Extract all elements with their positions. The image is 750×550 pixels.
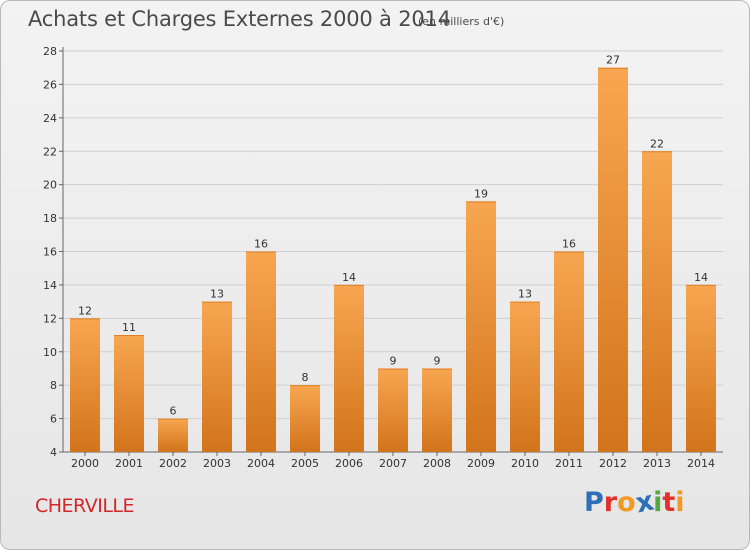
x-tick-label: 2002	[159, 457, 187, 470]
logo-letter: r	[603, 487, 618, 518]
unit-note: (en milliers d'€)	[418, 15, 505, 28]
x-tick-label: 2014	[687, 457, 715, 470]
labels: 4 6 8 10 12 14 16 18 20 22 24 26 28 12 2000 11 2001 6 2002…	[43, 45, 715, 470]
y-tick-label: 12	[43, 312, 57, 325]
x-tick-label: 2009	[467, 457, 495, 470]
x-tick-label: 2012	[599, 457, 627, 470]
y-tick-label: 22	[43, 145, 57, 158]
x-tick-label: 2006	[335, 457, 363, 470]
bar-value-label: 9	[390, 354, 397, 367]
bar-value-label: 16	[562, 238, 576, 251]
x-tick-label: 2013	[643, 457, 671, 470]
bar-value-label: 27	[606, 54, 620, 67]
proxiti-logo[interactable]: Proxiti	[584, 486, 685, 520]
bar	[158, 418, 188, 452]
bar	[290, 385, 320, 452]
y-tick-label: 10	[43, 346, 57, 359]
bar-value-label: 9	[434, 354, 441, 367]
bar-value-label: 14	[694, 271, 708, 284]
bar-value-label: 8	[302, 371, 309, 384]
bar-value-label: 16	[254, 238, 268, 251]
chart-title: Achats et Charges Externes 2000 à 2014	[28, 7, 451, 31]
bar	[334, 284, 364, 452]
bar	[202, 301, 232, 452]
bar-value-label: 6	[170, 405, 177, 418]
bars	[70, 67, 716, 452]
y-tick-label: 8	[50, 379, 57, 392]
x-tick-label: 2008	[423, 457, 451, 470]
bar	[466, 201, 496, 452]
bar	[378, 368, 408, 452]
logo-letter: o	[617, 487, 636, 518]
y-tick-label: 18	[43, 212, 57, 225]
bar	[686, 284, 716, 452]
x-tick-label: 2004	[247, 457, 275, 470]
logo-letter: P	[584, 487, 604, 518]
bar-value-label: 22	[650, 137, 664, 150]
bar-value-label: 13	[210, 288, 224, 301]
x-tick-label: 2000	[71, 457, 99, 470]
y-tick-label: 20	[43, 179, 57, 192]
bar	[422, 368, 452, 452]
y-tick-label: 28	[43, 45, 57, 58]
bar	[598, 67, 628, 452]
x-tick-label: 2007	[379, 457, 407, 470]
bar-value-label: 12	[78, 304, 92, 317]
logo-letter: i	[675, 487, 685, 518]
y-tick-label: 26	[43, 78, 57, 91]
y-tick-label: 14	[43, 279, 57, 292]
bar-value-label: 19	[474, 187, 488, 200]
x-tick-label: 2003	[203, 457, 231, 470]
bar-value-label: 11	[122, 321, 136, 334]
commune-name: CHERVILLE	[35, 495, 135, 517]
y-tick-label: 16	[43, 246, 57, 259]
bar	[246, 251, 276, 452]
bar	[554, 251, 584, 452]
bar-value-label: 13	[518, 288, 532, 301]
x-tick-label: 2001	[115, 457, 143, 470]
bar-value-label: 14	[342, 271, 356, 284]
bar	[114, 335, 144, 452]
logo-letter: i	[653, 487, 663, 518]
bar	[70, 318, 100, 452]
bar	[642, 151, 672, 452]
y-tick-label: 6	[50, 413, 57, 426]
y-tick-label: 4	[50, 446, 57, 459]
logo-letter: t	[662, 487, 676, 518]
y-tick-label: 24	[43, 112, 57, 125]
x-tick-label: 2010	[511, 457, 539, 470]
x-tick-label: 2005	[291, 457, 319, 470]
x-tick-label: 2011	[555, 457, 583, 470]
bar	[510, 301, 540, 452]
